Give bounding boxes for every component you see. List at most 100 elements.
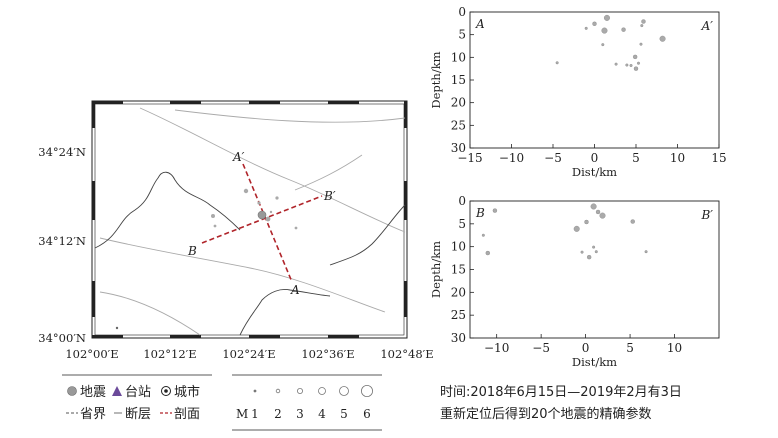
hypocenter-point [555,61,559,65]
x-axis-label: Dist/km [572,355,617,369]
profile-a-prime-label: A′ [232,150,245,164]
profile-a-line [242,163,293,283]
earthquake-icon [67,386,77,396]
x-tick-label: 10 [670,151,685,165]
hypocenter-point [592,245,596,249]
profile-start-label: B [475,206,485,220]
hypocenter-point [573,225,580,232]
profile-b-label: B [187,244,197,258]
hypocenter-point [641,19,646,24]
y-tick-label: 5 [458,217,466,231]
x-tick-label: 5 [632,151,640,165]
profile-end-label: B′ [700,208,713,222]
plot-frame [469,11,720,149]
map-border-ticks [92,101,407,338]
province-boundary-lines [94,171,406,336]
y-tick-label: 25 [451,118,466,132]
profile-b-prime-label: B′ [323,189,336,203]
profile-b-line [201,195,323,244]
legend-city: 城市 [174,384,200,400]
x-tick-label: 0 [591,151,599,165]
hypocenter-point [599,212,606,219]
hypocenter-point [614,62,618,66]
hypocenter-point [595,209,601,215]
magnitude-4-circle [318,387,326,395]
y-tick-label: 0 [458,194,466,208]
map-frame [91,100,408,339]
lat-label: 34°12′N [38,234,86,248]
x-tick-label: −10 [499,151,524,165]
y-tick-label: 15 [451,263,466,277]
y-tick-label: 10 [451,240,466,254]
legend-profile: 剖面 [174,407,200,422]
hypocenter-point [492,208,498,213]
magnitude-1-circle [253,389,257,393]
epicenter [257,201,261,205]
note-time-range: 时间:2018年6月15日—2019年2月有3日 [440,385,682,400]
profile-a-label: A [290,283,300,297]
hypocenter-point [633,66,639,71]
y-tick-label: 30 [451,141,466,155]
x-tick-label: −10 [484,341,509,355]
magnitude-value: 1 [251,407,259,421]
hypocenter-point [590,203,597,210]
x-tick-label: 5 [626,341,634,355]
epicenter [265,216,271,222]
profile-start-label: A [475,17,485,31]
hypocenter-point [586,254,592,260]
hypocenter-point [639,42,643,46]
magnitude-label: M [236,407,248,421]
y-tick-label: 20 [451,96,466,110]
x-tick-label: 15 [711,151,726,165]
hypocenter-point [481,233,485,237]
epicenter [213,224,217,228]
y-tick-label: 10 [451,50,466,64]
legend-station: 台站 [125,385,151,400]
legend: 地震 台站 城市 省界 断层 剖面 M 1 2 3 4 5 6 [62,374,382,431]
magnitude-5-circle [339,386,349,396]
hypocenter-point [632,54,638,60]
epicenter [275,196,279,200]
x-tick-label: 10 [667,341,682,355]
hypocenter-point [625,63,629,67]
hypocenter-point [594,250,598,254]
hypocenter-point [640,24,644,28]
plot-frame [469,200,720,339]
epicenter [211,214,215,218]
legend-province: 省界 [80,407,106,422]
hypocenter-point [629,63,633,67]
hypocenter-point [603,14,610,21]
magnitude-6-circle [360,384,373,397]
hypocenter-point [630,219,635,224]
y-tick-label: 0 [458,5,466,19]
y-axis-label: Depth/km [429,241,443,298]
hypocenter-point [584,26,588,30]
magnitude-scale [253,384,373,397]
epicenters [115,188,298,330]
x-tick-label: 0 [582,341,590,355]
epicenter [294,226,298,230]
magnitude-value: 3 [296,407,304,421]
hypocenter-point [580,250,584,254]
lon-label: 102°12′E [143,347,196,361]
hypocenter-point [592,21,597,26]
epicenter-main [257,210,267,220]
map-panel: A′ A B B′ 34°24′N 34°12′N 34°00′N 102°00… [38,100,434,361]
hypocenter-point [644,250,648,254]
legend-fault: 断层 [125,407,151,422]
epicenter [115,326,119,330]
y-tick-label: 20 [451,285,466,299]
x-tick-label: −5 [544,151,562,165]
x-tick-label: −5 [532,341,550,355]
profile-b-chart: −10 −5 0 5 10 0 5 10 15 20 25 30 Dist/km Depth/km B B′ [429,194,720,369]
epicenter [269,210,273,214]
magnitude-3-circle [296,387,303,394]
magnitude-value: 2 [274,407,282,421]
lon-label: 102°48′E [380,347,433,361]
profile-lines [201,163,323,283]
lon-label: 102°00′E [65,347,118,361]
lat-label: 34°24′N [38,145,86,159]
y-axis-label: Depth/km [429,51,443,108]
y-tick-label: 15 [451,73,466,87]
